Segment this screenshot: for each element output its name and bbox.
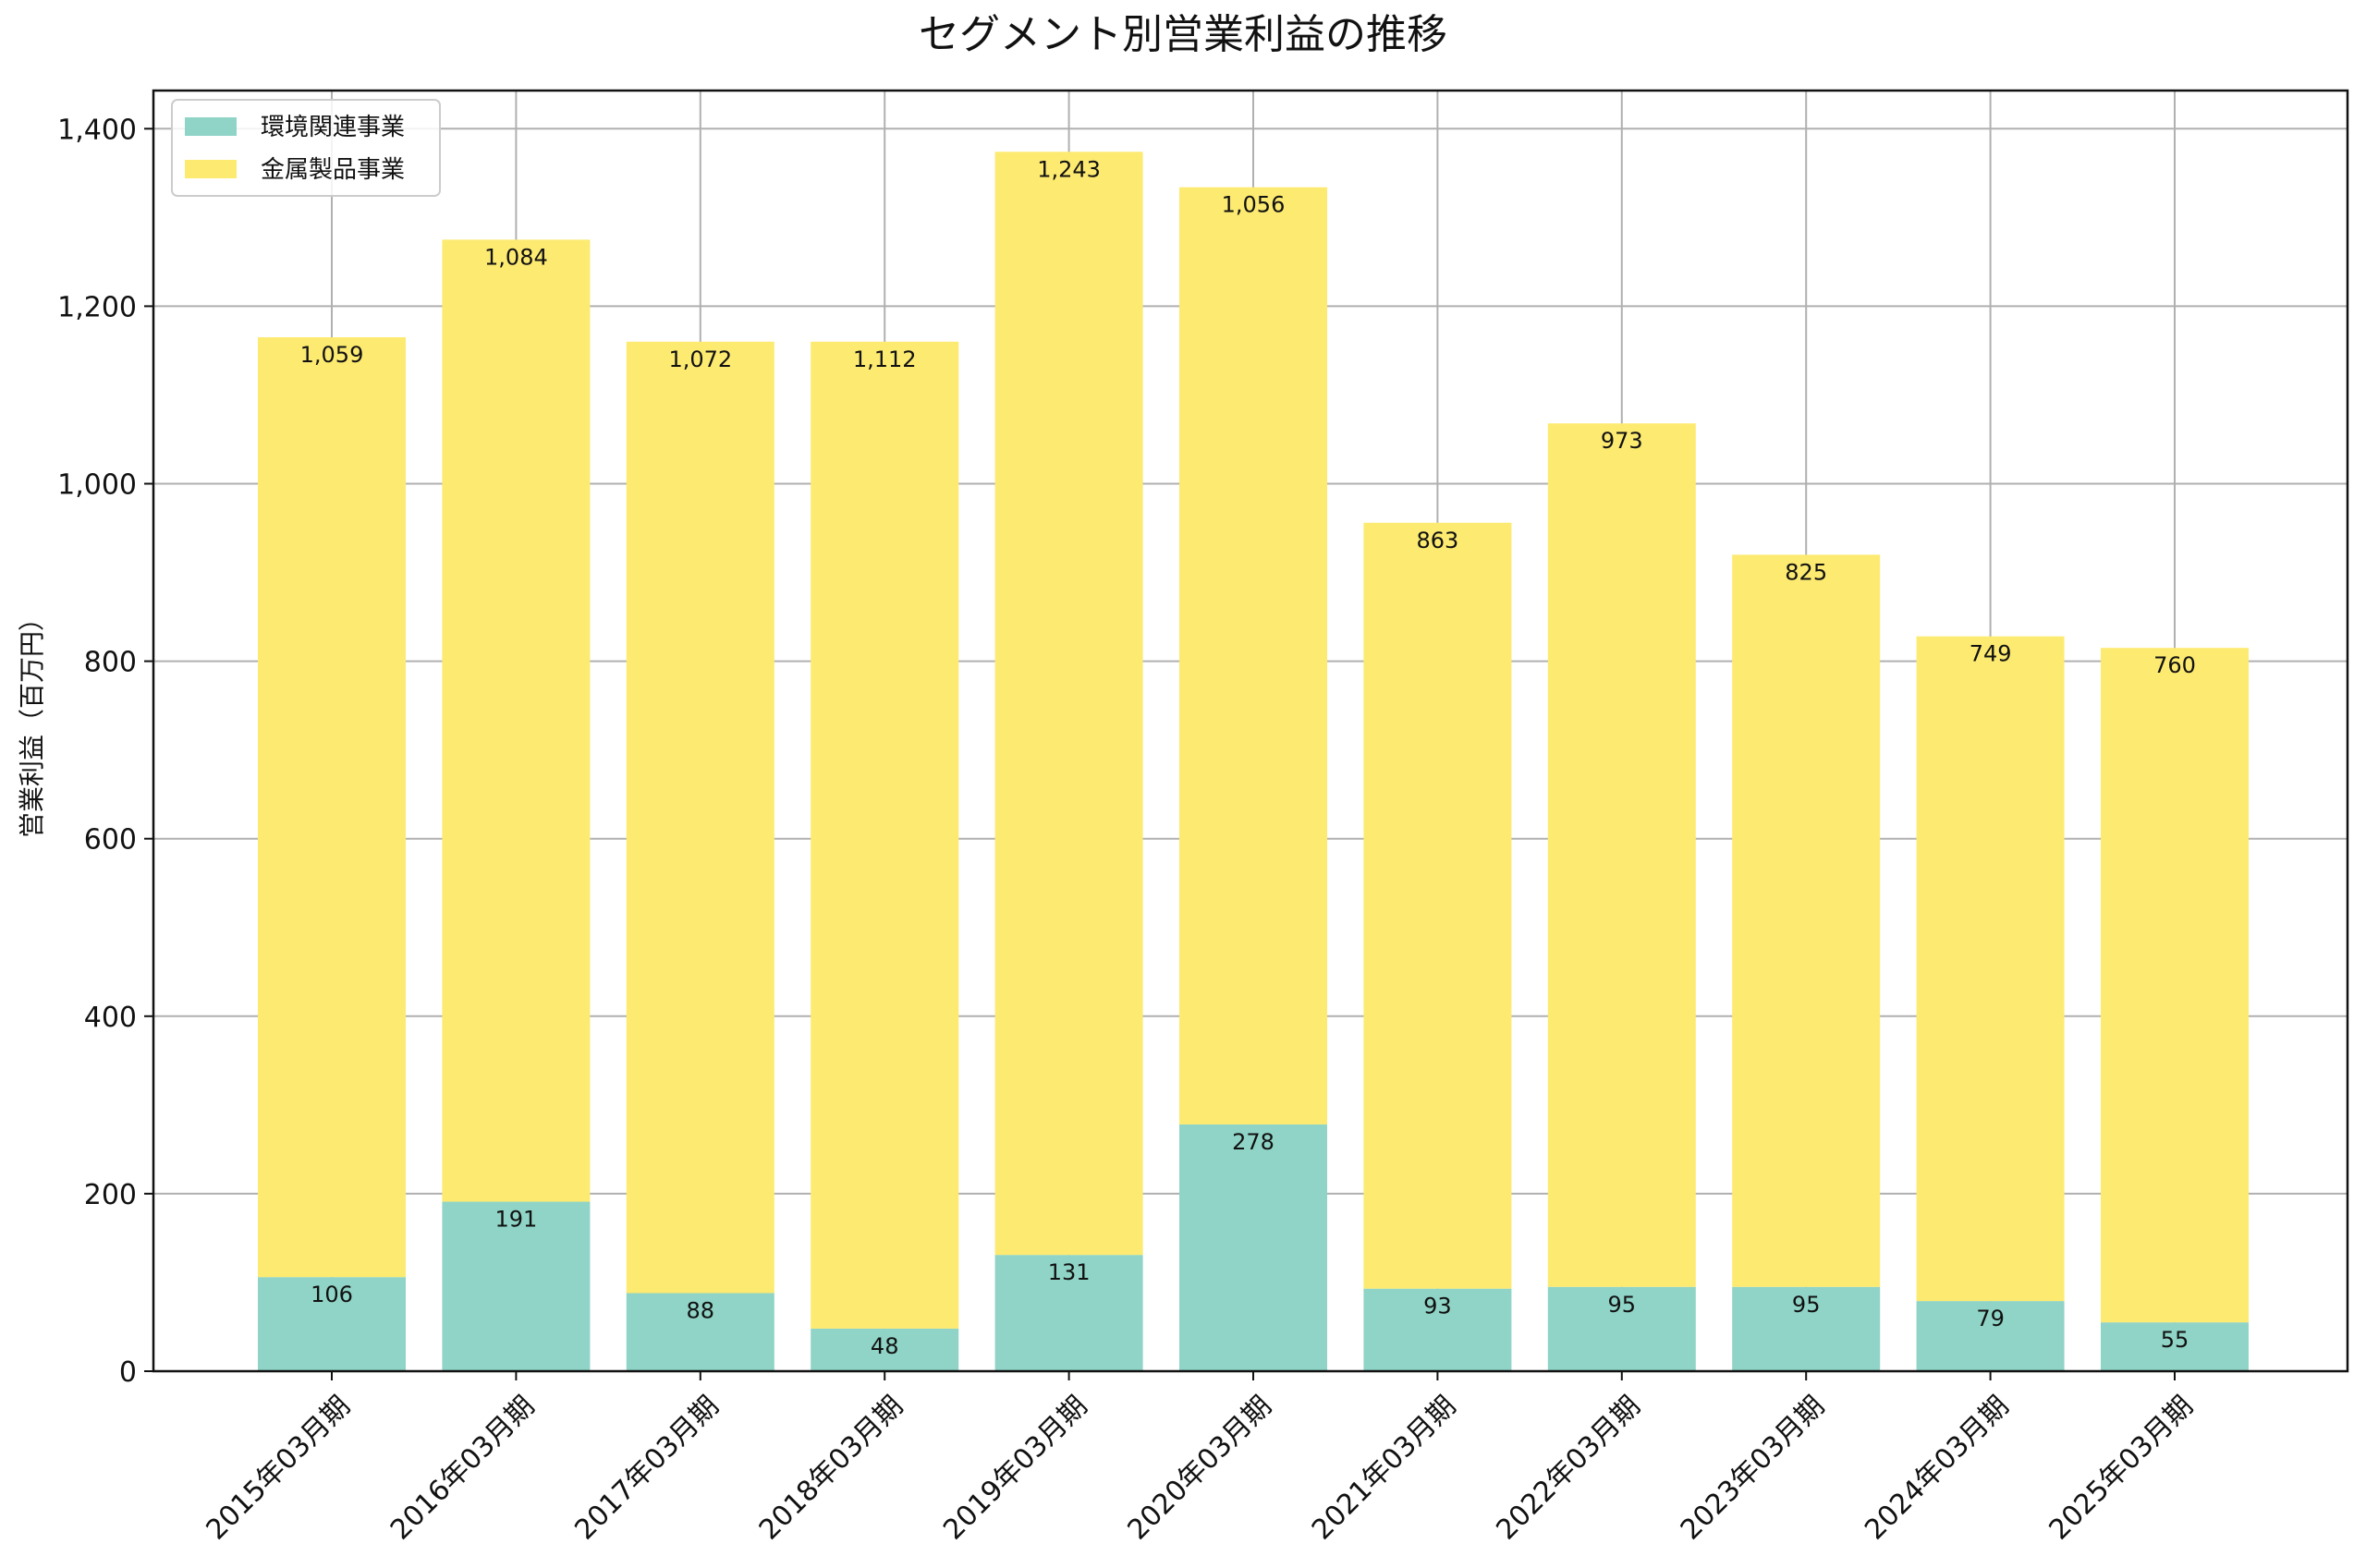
- data-label-metal: 1,056: [1222, 192, 1286, 218]
- legend-swatch-metal: [185, 160, 237, 178]
- bar-environment: [258, 1277, 406, 1371]
- x-tick-label: 2018年03月期: [753, 1390, 909, 1546]
- legend-label-metal: 金属製品事業: [261, 156, 405, 184]
- data-label-environment: 278: [1232, 1129, 1274, 1155]
- data-label-metal: 1,112: [853, 346, 917, 372]
- x-tick-label: 2021年03月期: [1306, 1390, 1462, 1546]
- bar-metal: [1363, 522, 1512, 1289]
- legend-box: [171, 99, 441, 197]
- data-label-environment: 79: [1976, 1306, 2005, 1331]
- plot-frame: [152, 89, 2349, 1373]
- data-label-metal: 1,072: [668, 346, 732, 372]
- bar-metal: [1732, 554, 1881, 1287]
- bar-stacks: [258, 152, 2249, 1371]
- bar-environment: [1732, 1286, 1881, 1371]
- data-label-environment: 88: [687, 1297, 715, 1323]
- y-tick-label: 200: [84, 1179, 137, 1211]
- y-tick-label: 600: [84, 824, 137, 857]
- data-label-environment: 48: [871, 1333, 899, 1359]
- legend-label-environment: 環境関連事業: [261, 114, 405, 141]
- x-tick-label: 2015年03月期: [201, 1390, 357, 1546]
- y-tick-label: 400: [84, 1002, 137, 1034]
- x-tick-label: 2020年03月期: [1122, 1390, 1278, 1546]
- chart-title: セグメント別営業利益の推移: [919, 11, 1447, 58]
- bar-metal: [626, 341, 774, 1294]
- bar-metal: [994, 152, 1143, 1256]
- x-tick-label: 2025年03月期: [2043, 1390, 2200, 1546]
- bar-metal: [1179, 187, 1327, 1124]
- data-label-metal: 863: [1416, 528, 1458, 553]
- x-tick-label: 2024年03月期: [1859, 1390, 2015, 1546]
- x-tick-label: 2023年03月期: [1675, 1390, 1831, 1546]
- bar-metal: [1916, 636, 2065, 1302]
- data-label-environment: 95: [1792, 1292, 1821, 1318]
- bar-environment: [994, 1255, 1143, 1371]
- data-label-environment: 131: [1048, 1259, 1091, 1285]
- data-label-metal: 749: [1970, 641, 2012, 667]
- legend: 環境関連事業 金属製品事業: [171, 99, 441, 197]
- x-tick-label: 2022年03月期: [1490, 1390, 1646, 1546]
- data-label-environment: 95: [1608, 1292, 1637, 1318]
- bar-metal: [1547, 423, 1696, 1287]
- data-label-environment: 55: [2161, 1327, 2189, 1353]
- bar-environment: [1363, 1288, 1512, 1371]
- data-label-metal: 1,084: [484, 244, 548, 270]
- y-tick-label: 1,200: [57, 291, 137, 323]
- y-tick-label: 800: [84, 647, 137, 679]
- legend-swatch-environment: [185, 117, 237, 136]
- data-label-environment: 191: [494, 1207, 537, 1233]
- bar-environment: [2101, 1322, 2249, 1371]
- data-label-metal: 973: [1601, 428, 1643, 454]
- data-labels: 106 1,059 191 1,084 88 1,072 48 1,112 131 1,243 27…: [300, 156, 2196, 1359]
- data-label-environment: 106: [311, 1282, 353, 1307]
- bar-environment: [811, 1328, 959, 1371]
- y-tick-label: 1,400: [57, 114, 137, 146]
- y-axis-ticks: 0 200 400 600 800 1,000 1,200 1,400: [57, 114, 153, 1389]
- bar-metal: [258, 337, 406, 1278]
- data-label-metal: 1,059: [300, 342, 364, 368]
- bar-environment: [626, 1293, 774, 1371]
- y-tick-label: 0: [119, 1356, 137, 1389]
- bar-environment: [442, 1201, 591, 1371]
- data-label-metal: 825: [1785, 559, 1827, 585]
- data-label-metal: 760: [2153, 652, 2196, 678]
- bar-metal: [811, 341, 959, 1329]
- x-tick-label: 2017年03月期: [568, 1390, 725, 1546]
- x-tick-label: 2019年03月期: [937, 1390, 1093, 1546]
- data-label-metal: 1,243: [1037, 156, 1101, 182]
- x-tick-label: 2016年03月期: [384, 1390, 541, 1546]
- y-tick-label: 1,000: [57, 469, 137, 502]
- data-label-environment: 93: [1423, 1294, 1452, 1319]
- y-axis-label: 営業利益（百万円）: [17, 605, 47, 838]
- bar-metal: [442, 239, 591, 1202]
- bar-environment: [1916, 1301, 2065, 1371]
- bar-metal: [2101, 648, 2249, 1323]
- bar-environment: [1547, 1286, 1696, 1371]
- x-axis-ticks: 2015年03月期 2016年03月期 2017年03月期 2018年03月期 2019…: [201, 1371, 2200, 1547]
- bar-environment: [1179, 1124, 1327, 1371]
